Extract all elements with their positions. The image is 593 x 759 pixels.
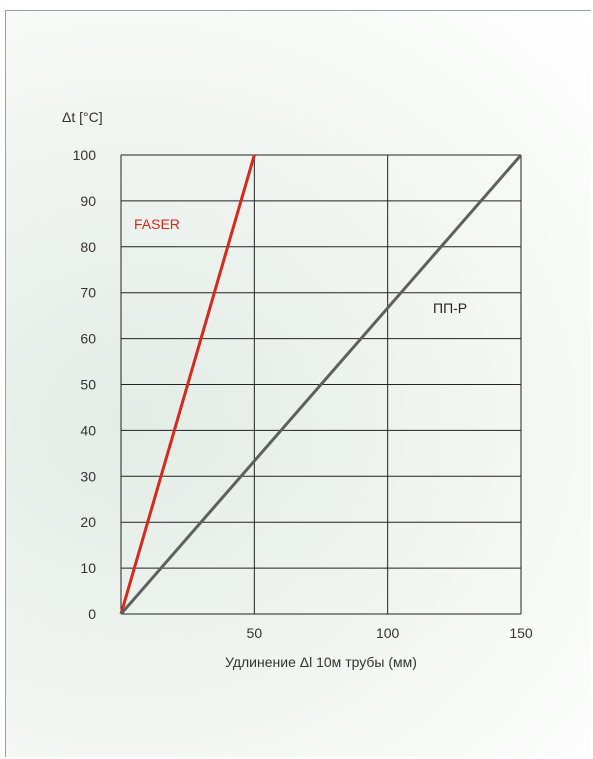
series-line-faser — [119, 154, 256, 615]
y-tick-labels: 0 10 20 30 40 50 60 70 80 90 100 — [73, 147, 97, 622]
y-tick-label: 100 — [73, 147, 97, 163]
y-tick-label: 50 — [80, 377, 96, 393]
y-tick-label: 0 — [88, 606, 96, 622]
series-label-faser: FASER — [134, 216, 180, 232]
x-tick-label: 150 — [509, 625, 533, 641]
grid — [120, 154, 522, 615]
chart-frame — [5, 10, 591, 757]
y-tick-label: 60 — [80, 331, 96, 347]
x-tick-labels: 50 100 150 — [247, 625, 533, 641]
y-tick-label: 10 — [80, 560, 96, 576]
x-axis-label: Удлинение Δl 10м трубы (мм) — [225, 654, 417, 670]
y-tick-label: 90 — [80, 193, 96, 209]
series-label-pp-r: ПП-Р — [433, 300, 467, 316]
x-tick-label: 50 — [247, 625, 263, 641]
y-tick-label: 20 — [80, 514, 96, 530]
y-tick-label: 80 — [80, 239, 96, 255]
y-tick-label: 40 — [80, 422, 96, 438]
y-axis-label: Δt [°C] — [62, 109, 103, 125]
y-tick-label: 70 — [80, 285, 96, 301]
x-tick-label: 100 — [376, 625, 400, 641]
series-group — [119, 154, 523, 615]
series-line-pp-r — [119, 154, 523, 615]
y-tick-label: 30 — [80, 468, 96, 484]
